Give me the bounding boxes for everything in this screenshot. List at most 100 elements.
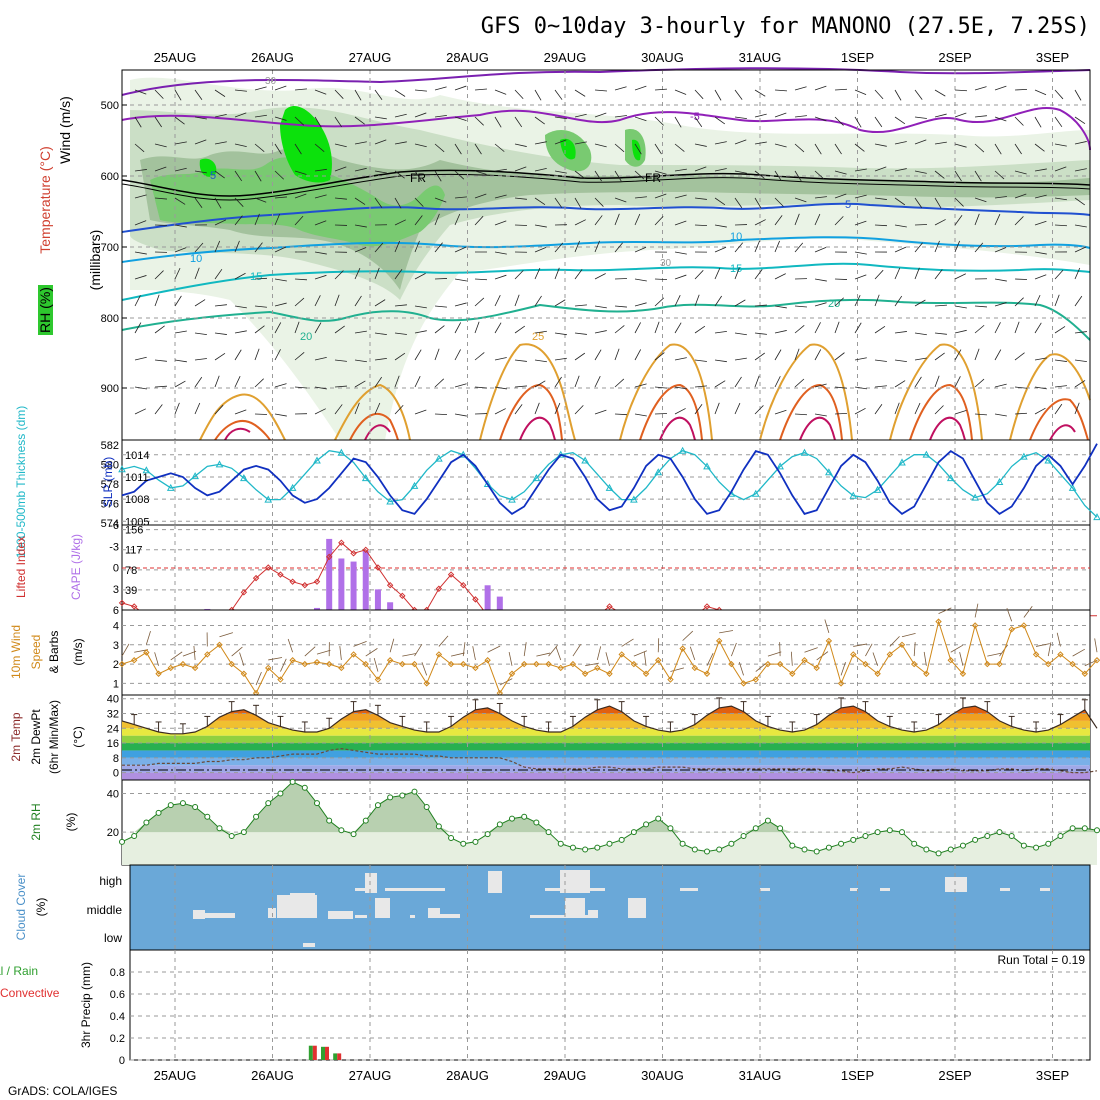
surface-barb bbox=[643, 651, 647, 666]
wind-barb bbox=[294, 116, 305, 126]
wind-barb bbox=[974, 413, 987, 416]
wind-barb bbox=[914, 402, 921, 415]
wind-marker bbox=[179, 660, 187, 668]
rh-marker bbox=[228, 833, 235, 840]
wind-barb bbox=[834, 193, 847, 199]
wind-barb bbox=[694, 224, 708, 227]
thickness-marker bbox=[922, 450, 931, 458]
wind-barb bbox=[814, 278, 827, 282]
surface-barb bbox=[239, 652, 245, 666]
wind-barb bbox=[334, 116, 343, 128]
upper-wind-barbs bbox=[134, 85, 1087, 417]
wind-marker bbox=[386, 657, 394, 664]
wind-marker bbox=[301, 660, 309, 668]
wind-barb bbox=[1054, 269, 1064, 280]
wind-barb bbox=[554, 89, 563, 100]
cape-bar bbox=[326, 538, 333, 610]
surface-barb bbox=[689, 646, 696, 661]
wind-barb bbox=[474, 215, 484, 226]
cape-bar bbox=[362, 550, 369, 610]
upper-air-panel: 5 -5 5 10 15 20 10 15 20 25 FR FR 30 30 … bbox=[37, 67, 1091, 441]
wind-barb bbox=[814, 322, 821, 334]
wind-marker bbox=[630, 660, 638, 668]
surface-barb bbox=[339, 645, 342, 660]
wind-barb bbox=[1054, 403, 1063, 415]
rh-markers bbox=[119, 778, 1100, 857]
thickness-marker bbox=[995, 477, 1004, 486]
wind-barb bbox=[714, 380, 726, 388]
wind-barb bbox=[534, 89, 542, 101]
wind-barb bbox=[334, 359, 347, 362]
wind-barb bbox=[874, 269, 884, 280]
pressure-tick-label: 600 bbox=[101, 171, 119, 183]
wind-barb bbox=[554, 170, 567, 174]
wind-barb bbox=[254, 114, 267, 118]
wind-barb bbox=[794, 305, 807, 308]
wind-barb bbox=[634, 143, 642, 155]
rh-marker bbox=[521, 813, 528, 820]
wind-barb bbox=[894, 89, 902, 101]
surface-barb bbox=[1047, 642, 1052, 657]
surface-barb bbox=[462, 642, 466, 657]
rh-marker bbox=[204, 813, 211, 820]
bottom-date-label: 28AUG bbox=[446, 1068, 489, 1083]
wind-barb bbox=[414, 89, 427, 92]
wind-barb bbox=[274, 213, 281, 226]
wind-barb bbox=[254, 143, 265, 152]
wind-barb bbox=[534, 295, 542, 307]
wind-barb bbox=[634, 85, 647, 91]
wind-barb bbox=[1034, 294, 1041, 307]
thickness-marker bbox=[264, 495, 273, 503]
wind-barb bbox=[714, 116, 726, 125]
wind-barb bbox=[454, 116, 467, 121]
wind-barb bbox=[514, 404, 523, 415]
wind-barb bbox=[354, 224, 367, 228]
wind-marker bbox=[679, 645, 686, 652]
thickness-marker bbox=[605, 483, 614, 491]
wind-barb bbox=[734, 89, 743, 100]
wind-barb bbox=[694, 89, 704, 100]
wind-barb bbox=[674, 89, 687, 95]
wind-barb bbox=[894, 197, 906, 206]
wind-barb bbox=[1034, 386, 1047, 390]
wind-barb bbox=[494, 274, 507, 280]
wind-barb bbox=[474, 88, 487, 91]
wind-barb bbox=[414, 305, 427, 309]
wind-barb bbox=[794, 170, 802, 182]
wind-barb bbox=[354, 267, 361, 280]
wind-barb bbox=[1074, 331, 1087, 334]
surface-barb bbox=[950, 644, 964, 653]
wind-barb bbox=[194, 376, 203, 388]
wind-barb bbox=[994, 213, 1001, 226]
wind-barb bbox=[994, 196, 1007, 199]
wind-barb bbox=[1014, 386, 1027, 389]
wind-barb bbox=[394, 404, 404, 415]
wind-barb bbox=[514, 325, 526, 334]
thickness-marker bbox=[459, 450, 468, 458]
surface-barb bbox=[373, 657, 379, 672]
wind-barb bbox=[554, 242, 564, 253]
wind-barb bbox=[1034, 194, 1047, 199]
cloud-block bbox=[328, 911, 353, 919]
wind-barb bbox=[914, 267, 920, 280]
surface-barb bbox=[268, 657, 283, 661]
top-date-label: 2SEP bbox=[938, 50, 971, 65]
surface-barb bbox=[804, 647, 818, 653]
wind-barb bbox=[834, 412, 848, 415]
cape-bar bbox=[204, 608, 211, 610]
wind-barb bbox=[454, 278, 467, 282]
wind-barb bbox=[814, 383, 827, 388]
wind-barb bbox=[214, 268, 223, 280]
wind-barb bbox=[414, 349, 422, 361]
wind-barb bbox=[914, 170, 927, 174]
wind-marker bbox=[118, 660, 126, 668]
surface-barb bbox=[767, 651, 782, 657]
wind-barb bbox=[494, 168, 507, 172]
wind-barb bbox=[514, 224, 528, 226]
surface-barb bbox=[450, 652, 465, 657]
cloud-block bbox=[428, 908, 440, 918]
wind-barb bbox=[1074, 168, 1087, 172]
rh-marker bbox=[314, 800, 320, 807]
surface-barb bbox=[487, 645, 501, 653]
wind-barb bbox=[134, 116, 142, 128]
